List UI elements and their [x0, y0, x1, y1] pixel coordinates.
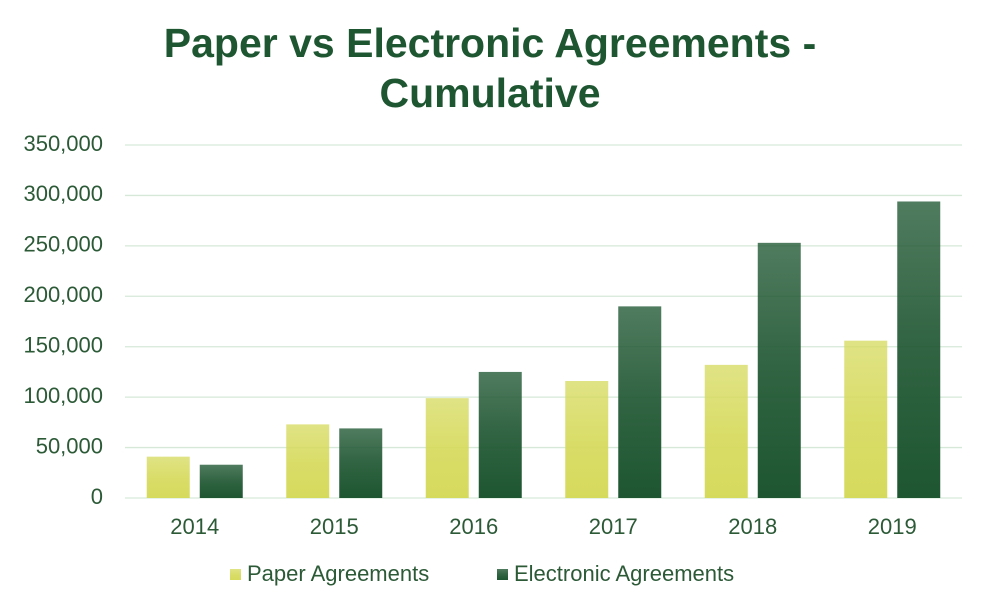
bar	[897, 201, 941, 499]
y-tick-label: 250,000	[23, 232, 103, 257]
legend-swatch	[230, 569, 241, 580]
legend-label: Paper Agreements	[247, 561, 429, 586]
x-tick-label: 2015	[310, 514, 359, 539]
x-tick-label: 2014	[170, 514, 219, 539]
bar	[757, 242, 801, 498]
y-tick-label: 0	[91, 484, 103, 509]
legend-label: Electronic Agreements	[514, 561, 734, 586]
bar	[844, 340, 888, 498]
chart-title: Paper vs Electronic Agreements - Cumulat…	[163, 20, 817, 116]
bar	[339, 428, 383, 498]
x-tick-label: 2016	[449, 514, 498, 539]
bar	[425, 398, 469, 498]
x-tick-label: 2019	[868, 514, 917, 539]
bar	[146, 456, 190, 498]
bar	[704, 364, 748, 498]
y-tick-label: 50,000	[36, 433, 103, 458]
x-tick-label: 2018	[728, 514, 777, 539]
y-tick-label: 100,000	[23, 383, 103, 408]
bar	[199, 464, 243, 498]
bar	[478, 371, 522, 498]
legend-swatch	[497, 569, 508, 580]
y-tick-label: 350,000	[23, 131, 103, 156]
x-tick-label: 2017	[589, 514, 638, 539]
y-tick-label: 150,000	[23, 333, 103, 358]
bar	[618, 306, 662, 498]
bar	[286, 424, 330, 498]
bar	[565, 381, 609, 498]
y-tick-label: 200,000	[23, 282, 103, 307]
y-tick-label: 300,000	[23, 181, 103, 206]
